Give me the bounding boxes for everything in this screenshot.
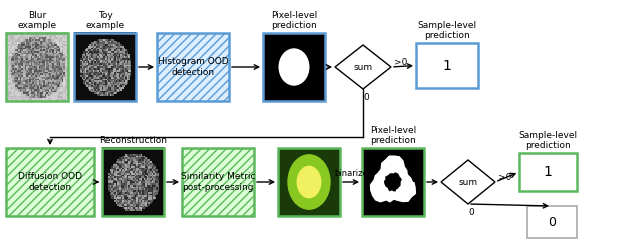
Bar xyxy=(263,33,325,101)
Text: Pixel-level
prediction: Pixel-level prediction xyxy=(271,11,317,30)
Bar xyxy=(519,153,577,191)
Text: >0: >0 xyxy=(394,58,408,66)
Polygon shape xyxy=(384,172,402,192)
Bar xyxy=(102,148,164,216)
Bar xyxy=(182,148,254,216)
Text: 1: 1 xyxy=(443,59,451,73)
Text: sum: sum xyxy=(458,178,477,186)
Text: Pixel-level
prediction: Pixel-level prediction xyxy=(370,126,416,145)
Polygon shape xyxy=(335,45,391,89)
Ellipse shape xyxy=(296,166,321,198)
Bar xyxy=(527,206,577,238)
Ellipse shape xyxy=(278,48,310,86)
Bar xyxy=(278,148,340,216)
Text: Similarity Metric
post-processing: Similarity Metric post-processing xyxy=(180,172,255,192)
Bar xyxy=(6,33,68,101)
Text: 0: 0 xyxy=(548,215,556,228)
Text: Reconstruction: Reconstruction xyxy=(99,136,167,145)
Text: Sample-level
prediction: Sample-level prediction xyxy=(518,131,577,150)
Text: Toy
example: Toy example xyxy=(85,11,125,30)
Bar xyxy=(362,148,424,216)
Bar xyxy=(263,33,325,101)
Text: 1: 1 xyxy=(543,165,552,179)
Bar xyxy=(157,33,229,101)
Text: Diffusion OOD
detection: Diffusion OOD detection xyxy=(18,172,82,192)
Text: Blur
example: Blur example xyxy=(17,11,56,30)
Bar xyxy=(416,43,478,88)
Text: >0: >0 xyxy=(498,172,511,182)
Ellipse shape xyxy=(287,154,331,210)
Bar xyxy=(362,148,424,216)
Polygon shape xyxy=(441,160,495,204)
Bar xyxy=(278,148,340,216)
Text: binarize: binarize xyxy=(334,169,368,178)
Text: sum: sum xyxy=(353,62,372,71)
Text: 0: 0 xyxy=(363,93,369,102)
Bar xyxy=(6,148,94,216)
Polygon shape xyxy=(370,155,416,203)
Text: 0: 0 xyxy=(468,208,474,217)
Text: Histogram OOD
detection: Histogram OOD detection xyxy=(157,57,228,77)
Bar xyxy=(74,33,136,101)
Text: Sample-level
prediction: Sample-level prediction xyxy=(417,21,477,40)
